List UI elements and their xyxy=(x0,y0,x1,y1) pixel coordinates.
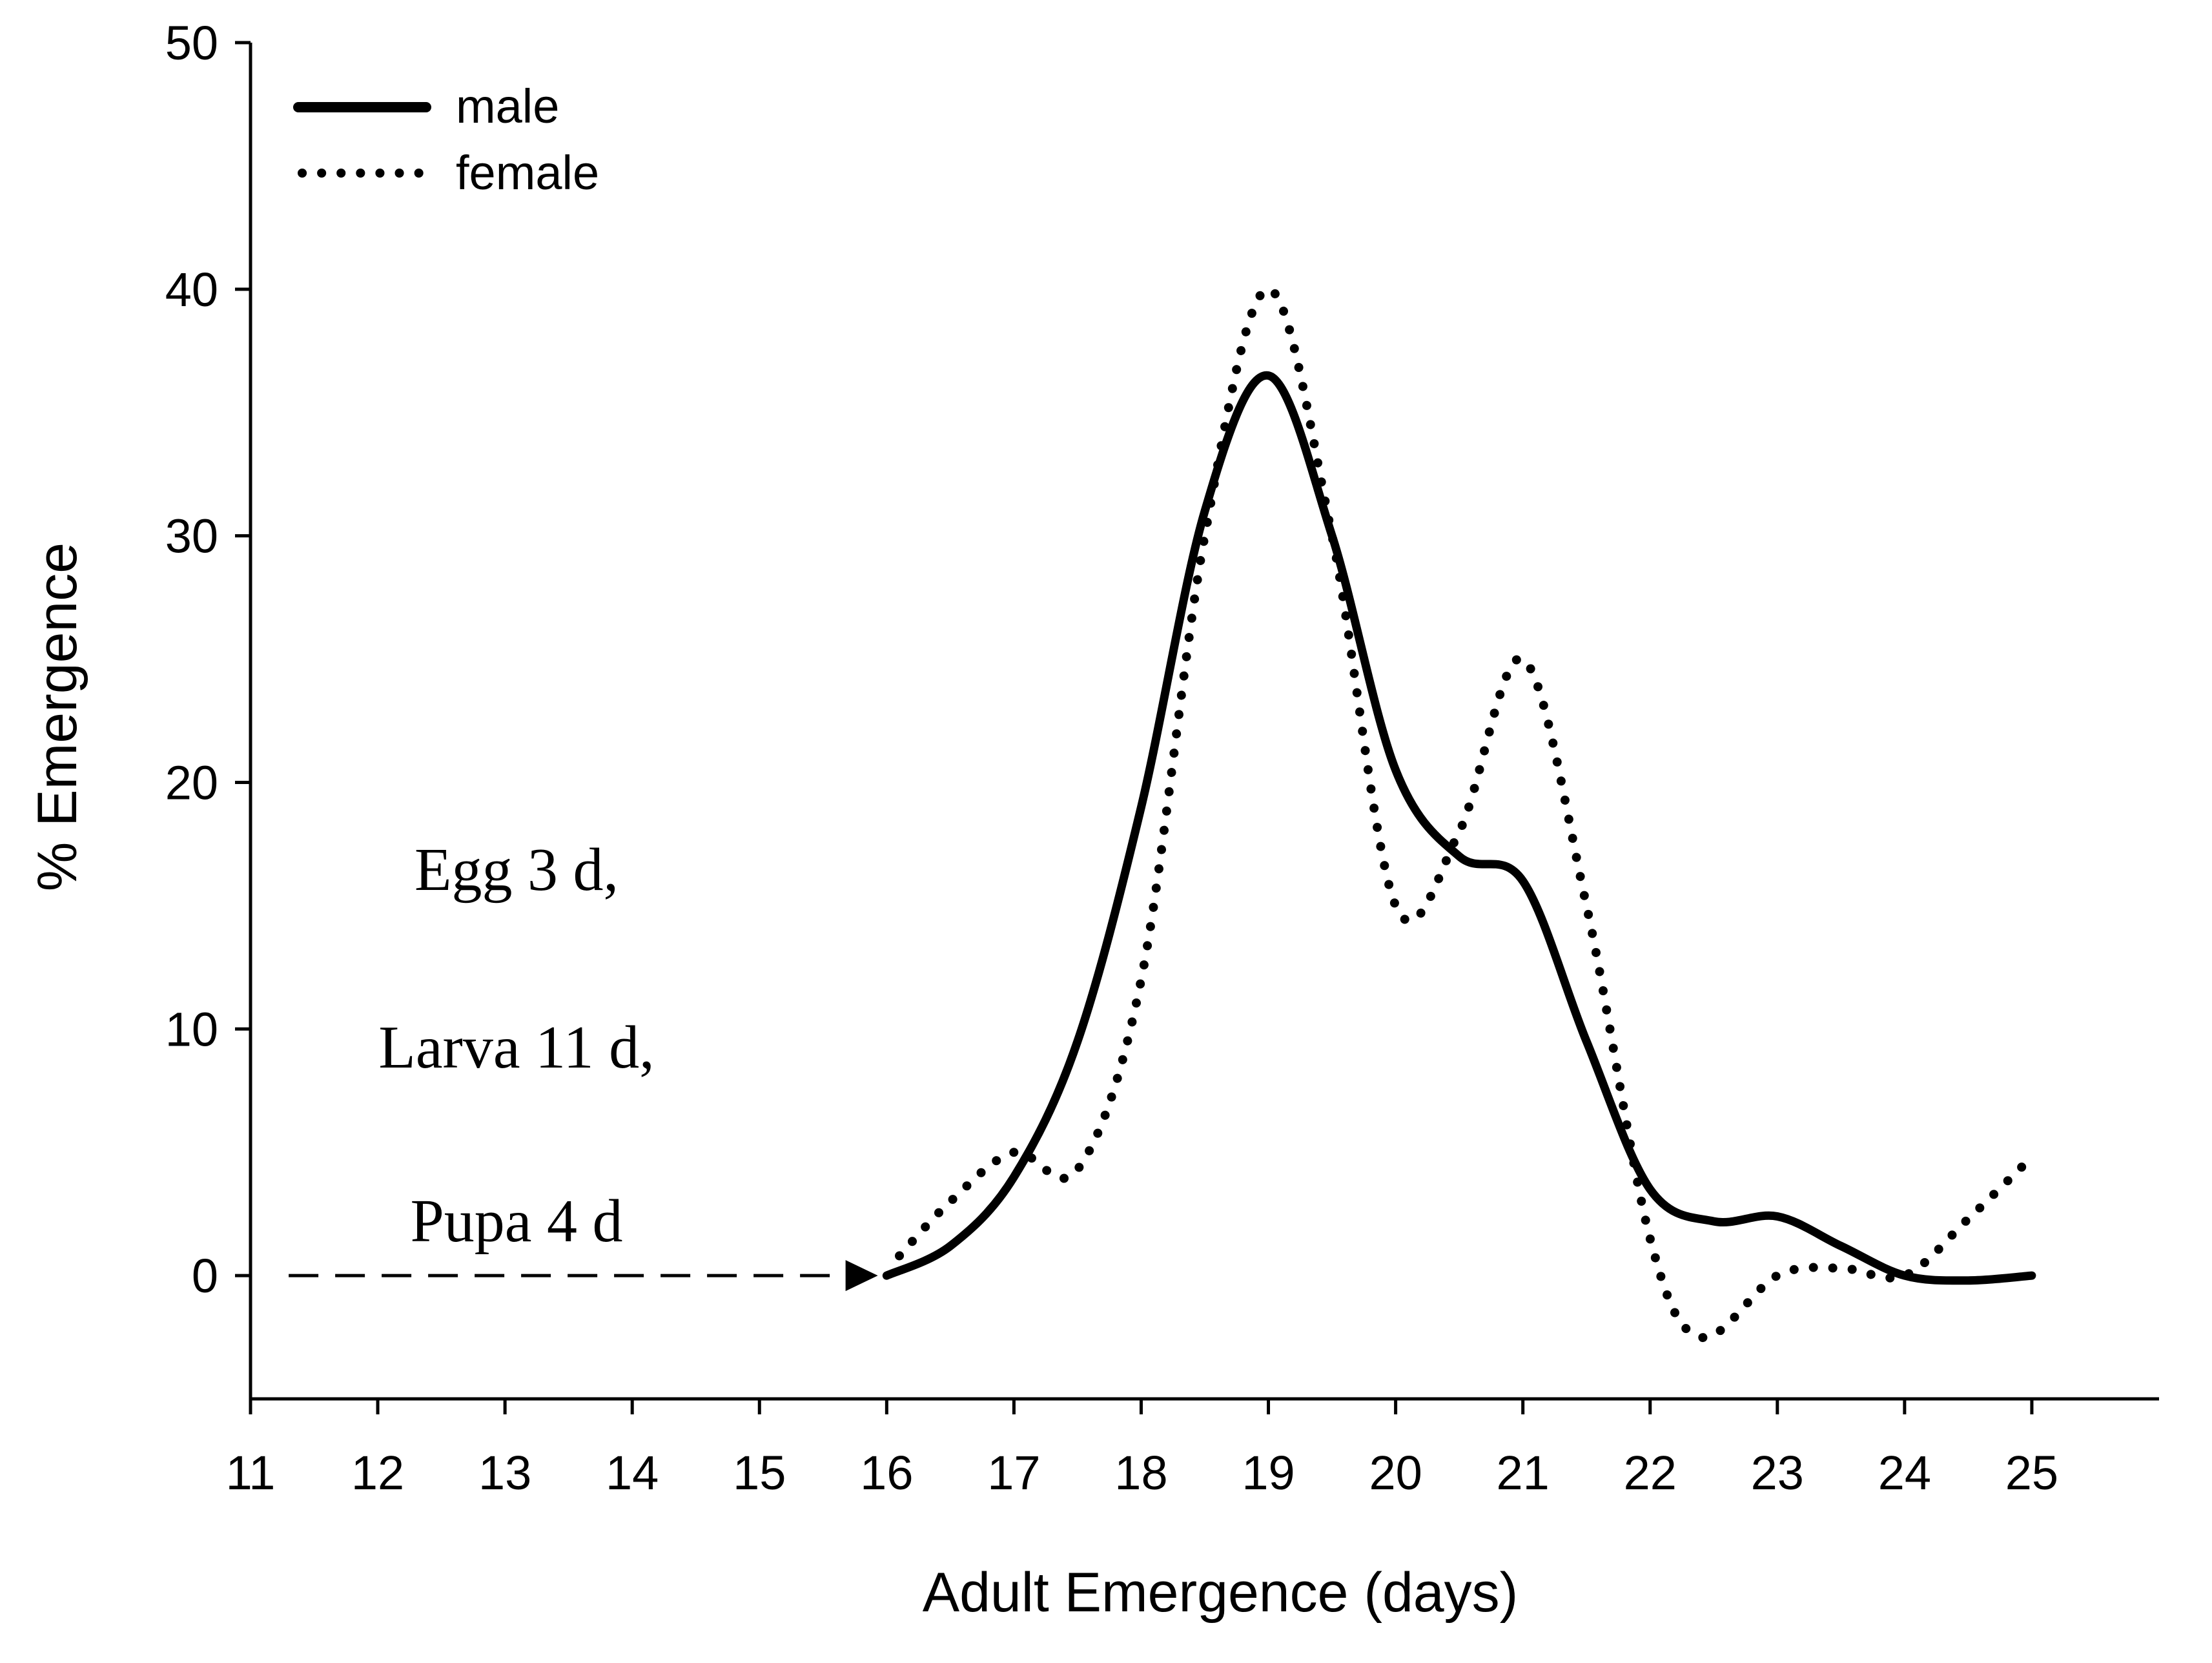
annotation-larva: Larva 11 d, xyxy=(378,1014,654,1081)
legend: male female xyxy=(293,79,599,200)
legend-female-label: female xyxy=(456,146,599,200)
legend-male-label: male xyxy=(456,79,559,133)
x-axis-title: Adult Emergence (days) xyxy=(923,1562,1519,1624)
series-layer xyxy=(882,284,2036,1343)
series-line-female xyxy=(895,284,2036,1343)
x-tick-label: 13 xyxy=(478,1446,531,1500)
x-tick-label: 20 xyxy=(1369,1446,1422,1500)
reference-arrowhead xyxy=(845,1260,878,1292)
x-tick-label: 14 xyxy=(606,1446,659,1500)
y-tick-label: 30 xyxy=(165,510,218,563)
x-tick-label: 11 xyxy=(226,1446,276,1500)
x-tick-label: 12 xyxy=(351,1446,404,1500)
x-tick-label: 21 xyxy=(1497,1446,1550,1500)
x-tick-label: 17 xyxy=(987,1446,1040,1500)
annotation-egg: Egg 3 d, xyxy=(415,836,619,904)
y-tick-label: 0 xyxy=(192,1249,218,1303)
y-tick-label: 40 xyxy=(165,263,218,316)
annotations: Egg 3 d, Larva 11 d, Pupa 4 d xyxy=(378,836,654,1255)
x-tick-label: 22 xyxy=(1624,1446,1677,1500)
y-tick-label: 10 xyxy=(165,1002,218,1056)
x-tick-label: 18 xyxy=(1114,1446,1167,1500)
x-tick-label: 23 xyxy=(1751,1446,1804,1500)
x-tick-label: 24 xyxy=(1878,1446,1931,1500)
annotation-pupa: Pupa 4 d xyxy=(411,1188,623,1255)
y-axis-title: % Emergence xyxy=(26,542,88,891)
reference-layer xyxy=(289,1260,878,1292)
axes xyxy=(249,43,2159,1401)
x-tick-label: 16 xyxy=(860,1446,913,1500)
x-tick-label: 25 xyxy=(2005,1446,2058,1500)
y-ticks: 0 10 20 30 40 50 xyxy=(165,16,251,1303)
x-tick-label: 19 xyxy=(1242,1446,1295,1500)
y-tick-label: 20 xyxy=(165,756,218,809)
y-tick-label: 50 xyxy=(165,16,218,70)
x-tick-label: 15 xyxy=(733,1446,786,1500)
series-line-male xyxy=(882,371,2036,1285)
x-ticks: 11 12 13 14 15 16 17 18 19 20 21 22 23 24 25 xyxy=(226,1399,2058,1500)
